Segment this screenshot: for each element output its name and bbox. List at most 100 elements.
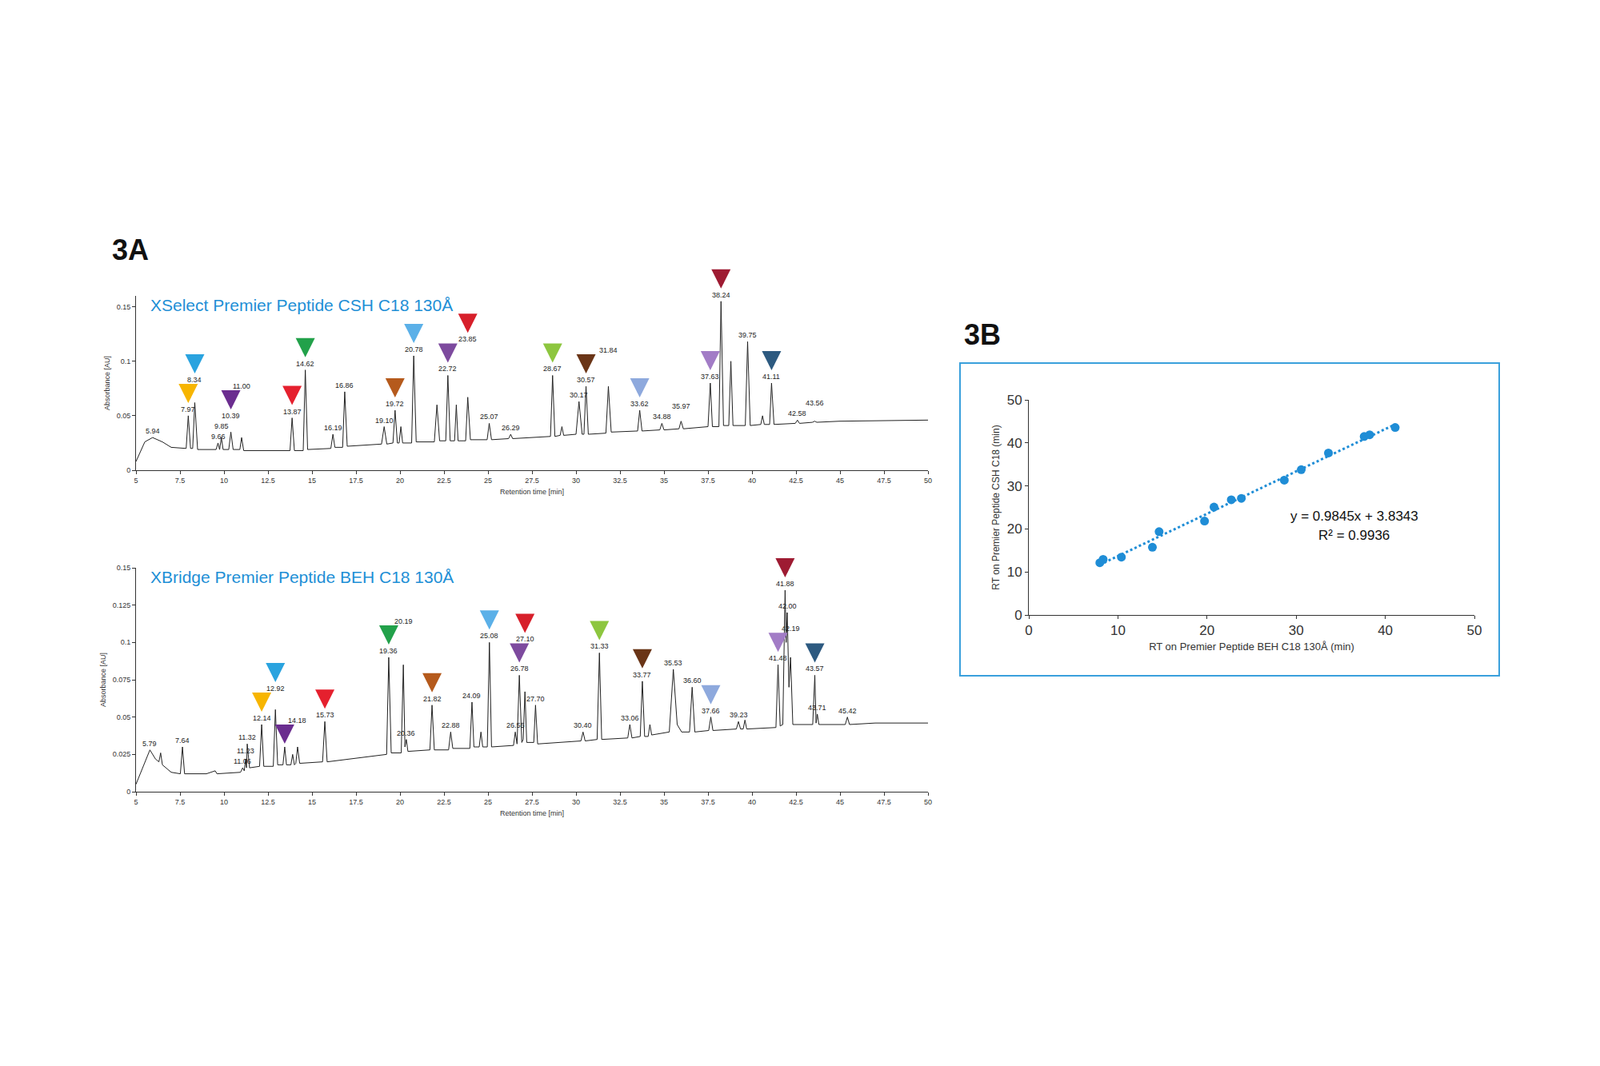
svg-text:15.73: 15.73 [316, 711, 335, 720]
svg-text:14.62: 14.62 [296, 360, 315, 368]
svg-text:9.66: 9.66 [211, 432, 226, 441]
svg-text:RT on Premier Peptide CSH C18: RT on Premier Peptide CSH C18 (min) [990, 424, 1002, 590]
svg-text:7.97: 7.97 [180, 405, 196, 414]
svg-text:XBridge Premier Peptide BEH C1: XBridge Premier Peptide BEH C18 130Å [150, 568, 454, 587]
svg-text:11.00: 11.00 [232, 382, 251, 391]
svg-text:25.07: 25.07 [480, 412, 499, 421]
svg-text:27.5: 27.5 [524, 476, 540, 485]
svg-text:20.78: 20.78 [404, 345, 424, 354]
svg-text:33.77: 33.77 [632, 671, 652, 680]
svg-text:12.92: 12.92 [266, 684, 285, 693]
svg-text:26.78: 26.78 [510, 664, 529, 673]
svg-text:0.125: 0.125 [112, 601, 132, 610]
svg-text:5: 5 [133, 476, 138, 485]
svg-text:11.23: 11.23 [236, 747, 255, 756]
svg-text:20.19: 20.19 [394, 617, 413, 626]
svg-text:0.075: 0.075 [112, 676, 132, 684]
svg-text:30.40: 30.40 [573, 721, 592, 730]
svg-text:15: 15 [308, 798, 316, 807]
svg-text:30: 30 [1007, 479, 1023, 495]
svg-text:Absorbance [AU]: Absorbance [AU] [103, 356, 112, 411]
svg-text:5.94: 5.94 [145, 427, 160, 436]
svg-text:30.57: 30.57 [576, 376, 596, 384]
svg-text:0: 0 [126, 788, 131, 796]
svg-text:41.88: 41.88 [776, 580, 795, 588]
svg-text:27.70: 27.70 [526, 695, 545, 704]
svg-text:0.1: 0.1 [120, 638, 132, 647]
svg-text:5: 5 [133, 798, 138, 807]
svg-text:22.5: 22.5 [436, 476, 452, 485]
svg-text:42.5: 42.5 [788, 476, 804, 485]
svg-text:Retention time [min]: Retention time [min] [500, 809, 564, 818]
svg-text:35.53: 35.53 [664, 659, 683, 668]
svg-text:45: 45 [836, 798, 844, 807]
svg-text:26.55: 26.55 [506, 721, 525, 730]
svg-text:47.5: 47.5 [876, 798, 892, 807]
svg-text:13.87: 13.87 [283, 408, 302, 416]
svg-text:5.79: 5.79 [142, 740, 157, 748]
svg-text:22.72: 22.72 [438, 364, 457, 373]
svg-text:10.39: 10.39 [221, 412, 240, 420]
svg-text:30.17: 30.17 [569, 391, 588, 400]
svg-text:32.5: 32.5 [612, 798, 628, 807]
svg-text:35.97: 35.97 [672, 402, 691, 411]
svg-text:20: 20 [1199, 623, 1215, 639]
svg-text:30: 30 [572, 798, 580, 807]
svg-text:20: 20 [396, 798, 404, 807]
svg-text:31.33: 31.33 [590, 642, 609, 651]
svg-text:0.05: 0.05 [116, 713, 132, 722]
svg-text:y = 0.9845x + 3.8343: y = 0.9845x + 3.8343 [1290, 508, 1419, 524]
svg-text:16.19: 16.19 [324, 424, 343, 432]
svg-text:40: 40 [748, 798, 756, 807]
svg-text:26.29: 26.29 [501, 424, 520, 432]
svg-text:7.64: 7.64 [175, 736, 190, 745]
svg-text:33.62: 33.62 [630, 400, 649, 408]
svg-text:41.48: 41.48 [768, 654, 788, 663]
svg-text:21.82: 21.82 [423, 695, 442, 704]
svg-text:50: 50 [1007, 392, 1023, 408]
svg-text:19.72: 19.72 [385, 400, 404, 408]
svg-text:30: 30 [1288, 623, 1304, 639]
svg-text:15: 15 [308, 476, 316, 485]
svg-text:37.5: 37.5 [700, 798, 716, 807]
svg-text:22.88: 22.88 [441, 721, 460, 730]
svg-text:12.14: 12.14 [252, 714, 272, 723]
svg-text:45.42: 45.42 [838, 707, 857, 716]
svg-text:37.5: 37.5 [700, 476, 716, 485]
svg-text:25: 25 [484, 798, 492, 807]
svg-text:35: 35 [660, 476, 668, 485]
svg-text:7.5: 7.5 [175, 798, 186, 807]
svg-text:36.60: 36.60 [683, 676, 702, 685]
svg-text:40: 40 [1007, 436, 1023, 452]
svg-text:19.36: 19.36 [379, 647, 398, 656]
svg-text:R² = 0.9936: R² = 0.9936 [1318, 528, 1390, 544]
svg-text:37.66: 37.66 [701, 707, 720, 716]
svg-text:0: 0 [1014, 608, 1022, 624]
svg-text:7.5: 7.5 [175, 476, 186, 485]
svg-text:10: 10 [1110, 623, 1126, 639]
svg-text:17.5: 17.5 [348, 476, 364, 485]
svg-text:25: 25 [484, 476, 492, 485]
svg-text:0.15: 0.15 [116, 303, 132, 312]
svg-text:35: 35 [660, 798, 668, 807]
svg-text:10: 10 [1007, 564, 1023, 580]
svg-text:42.5: 42.5 [788, 798, 804, 807]
svg-text:RT on Premier Peptide BEH C18: RT on Premier Peptide BEH C18 130Å (min) [1148, 640, 1355, 653]
svg-text:42.19: 42.19 [781, 624, 800, 633]
svg-text:10: 10 [220, 476, 228, 485]
svg-text:Retention time [min]: Retention time [min] [500, 488, 564, 496]
svg-text:50: 50 [924, 798, 932, 807]
svg-text:43.57: 43.57 [805, 664, 824, 673]
svg-text:39.75: 39.75 [738, 331, 757, 340]
svg-text:32.5: 32.5 [612, 476, 628, 485]
svg-text:25.08: 25.08 [480, 632, 499, 640]
svg-text:0.15: 0.15 [116, 564, 132, 572]
svg-text:0: 0 [1024, 623, 1032, 639]
svg-text:24.09: 24.09 [462, 692, 481, 700]
svg-text:27.10: 27.10 [516, 635, 535, 644]
svg-text:11.06: 11.06 [233, 757, 252, 766]
svg-text:37.63: 37.63 [700, 372, 720, 381]
svg-text:27.5: 27.5 [524, 798, 540, 807]
svg-text:39.23: 39.23 [729, 711, 748, 720]
svg-text:Absorbance [AU]: Absorbance [AU] [99, 652, 108, 708]
